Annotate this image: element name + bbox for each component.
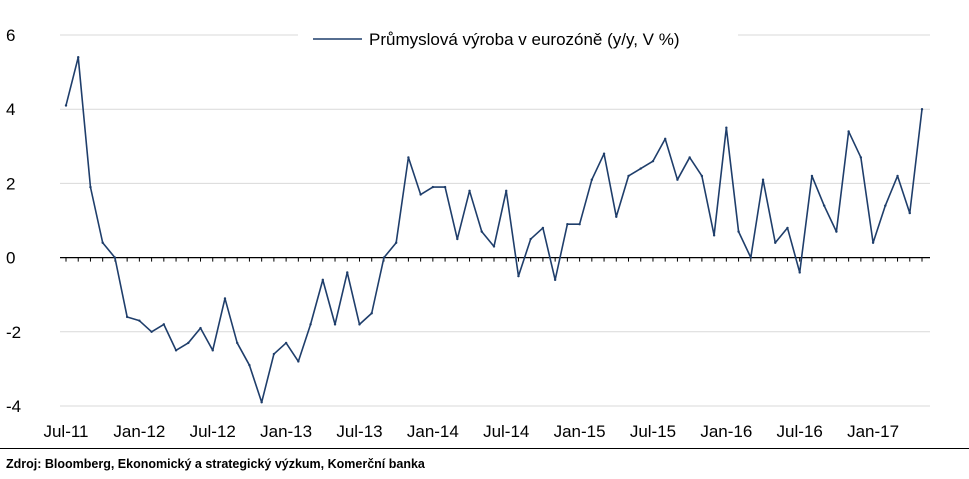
data-point xyxy=(407,156,410,159)
x-tick-label: Jan-14 xyxy=(407,422,459,441)
data-point xyxy=(138,319,141,322)
data-point xyxy=(822,204,826,207)
data-point xyxy=(541,226,545,230)
data-point xyxy=(382,256,386,259)
data-point xyxy=(297,360,300,363)
grid-lines xyxy=(60,34,930,407)
data-point xyxy=(737,230,740,233)
data-point xyxy=(480,230,483,233)
data-point xyxy=(284,341,288,345)
x-tick-label: Jan-13 xyxy=(260,422,312,441)
data-point xyxy=(113,256,117,259)
data-point xyxy=(517,274,520,278)
data-point xyxy=(77,56,80,59)
x-tick-label: Jul-12 xyxy=(190,422,236,441)
data-point xyxy=(223,297,227,300)
source-separator xyxy=(0,448,969,449)
data-point xyxy=(236,341,239,345)
data-point xyxy=(346,271,349,274)
data-point xyxy=(370,312,373,315)
x-tick-label: Jul-11 xyxy=(43,422,88,441)
y-tick-label: -4 xyxy=(6,397,21,416)
data-point xyxy=(321,278,324,282)
data-point xyxy=(358,323,361,326)
series-group xyxy=(64,56,924,404)
data-point xyxy=(749,256,752,259)
x-tick-label: Jan-12 xyxy=(113,422,165,441)
data-point xyxy=(419,193,422,196)
data-point xyxy=(700,174,704,178)
data-point xyxy=(174,349,178,352)
data-point xyxy=(602,152,606,155)
data-point xyxy=(443,185,447,189)
data-point xyxy=(260,401,263,404)
data-point xyxy=(394,241,398,244)
data-point xyxy=(688,156,691,159)
data-point xyxy=(553,278,557,282)
data-point xyxy=(431,185,435,189)
data-point xyxy=(810,174,814,178)
data-point xyxy=(627,174,630,178)
y-tick-label: 2 xyxy=(6,174,15,193)
x-tick-label: Jan-17 xyxy=(847,422,899,441)
legend: Průmyslová výroba v eurozóně (y/y, V %) xyxy=(298,22,738,54)
y-tick-label: 4 xyxy=(6,100,15,119)
x-tick-label: Jul-14 xyxy=(483,422,529,441)
legend-label: Průmyslová výroba v eurozóně (y/y, V %) xyxy=(369,30,680,49)
data-point xyxy=(871,241,875,244)
data-point xyxy=(651,159,655,163)
y-tick-label: 6 xyxy=(6,26,15,45)
data-point xyxy=(468,189,471,193)
data-point xyxy=(187,341,190,345)
data-point xyxy=(774,241,777,244)
source-note: Zdroj: Bloomberg, Ekonomický a strategic… xyxy=(6,457,425,471)
data-point xyxy=(798,271,801,274)
y-axis-ticks: 6 4 2 0 -2 -4 xyxy=(6,26,21,416)
x-tick-label: Jul-13 xyxy=(336,422,382,441)
x-tick-label: Jul-15 xyxy=(630,422,676,441)
data-point xyxy=(529,237,532,241)
legend-background xyxy=(298,22,738,54)
data-point xyxy=(125,315,129,319)
y-tick-label: 0 xyxy=(6,249,15,268)
data-point xyxy=(272,352,276,356)
data-point xyxy=(725,126,728,129)
data-point xyxy=(199,326,202,330)
data-point xyxy=(590,178,594,181)
data-point xyxy=(578,223,581,226)
data-point xyxy=(505,189,508,193)
data-point xyxy=(639,167,642,170)
x-axis: Jul-11 Jan-12 Jul-12 Jan-13 Jul-13 Jan-14 Jul-… xyxy=(43,257,930,441)
data-point xyxy=(211,349,214,352)
data-point xyxy=(333,323,337,326)
data-point xyxy=(162,323,166,326)
data-point xyxy=(847,130,850,133)
data-point xyxy=(664,137,667,141)
data-point xyxy=(859,156,863,159)
x-tick-label: Jan-16 xyxy=(700,422,752,441)
data-point xyxy=(309,323,312,326)
data-point xyxy=(786,226,789,230)
data-point xyxy=(566,223,569,226)
data-point xyxy=(101,241,104,244)
x-tick-label: Jan-15 xyxy=(554,422,606,441)
data-point xyxy=(712,234,716,237)
data-point xyxy=(64,104,68,107)
data-point xyxy=(884,204,887,207)
data-point xyxy=(920,108,924,111)
data-point xyxy=(908,211,911,215)
data-point xyxy=(456,237,459,241)
data-point xyxy=(615,215,618,218)
data-point xyxy=(89,185,92,189)
data-point xyxy=(492,245,496,248)
data-point xyxy=(761,178,765,181)
data-point xyxy=(150,330,153,333)
data-point xyxy=(896,174,899,178)
data-point xyxy=(835,230,838,233)
data-point xyxy=(248,363,251,367)
y-tick-label: -2 xyxy=(6,323,21,342)
x-tick-label: Jul-16 xyxy=(777,422,823,441)
data-point xyxy=(676,178,679,181)
